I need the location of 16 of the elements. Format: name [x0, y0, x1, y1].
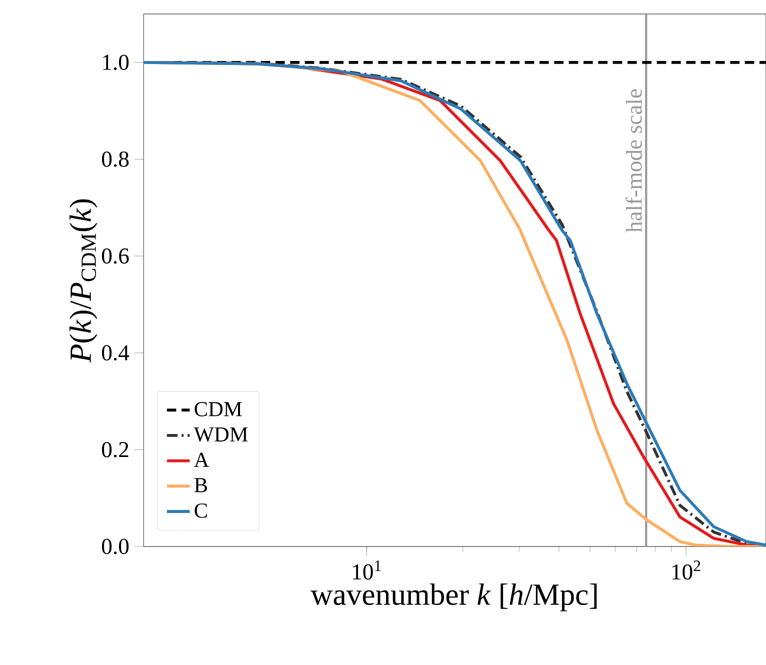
y-tick-label: 0.6: [102, 248, 129, 264]
y-tick-label: 0.8: [102, 152, 129, 167]
y-tick-label: 1.0: [103, 54, 129, 70]
y-tick-label: 0.2: [102, 442, 128, 458]
x-tick-label: 10$^{2}$: [672, 560, 700, 580]
y-tick-label: 0.0: [102, 538, 129, 554]
legend-label: A: [194, 452, 210, 467]
y-tick-label: 0.4: [102, 345, 130, 361]
text: P(k)/P$_{CDM}$(k): [69, 199, 98, 363]
legend-label: CDM: [194, 402, 242, 416]
legend-label: B: [194, 478, 208, 492]
x-tick-label: 10$^{1}$: [353, 560, 381, 580]
x-axis-title: wavenumber k [h/Mpc]: [310, 583, 597, 612]
legend-label: WDM: [194, 427, 248, 442]
legend-label: C: [194, 503, 207, 518]
ref-line-label: half-mode scale: [626, 89, 642, 232]
